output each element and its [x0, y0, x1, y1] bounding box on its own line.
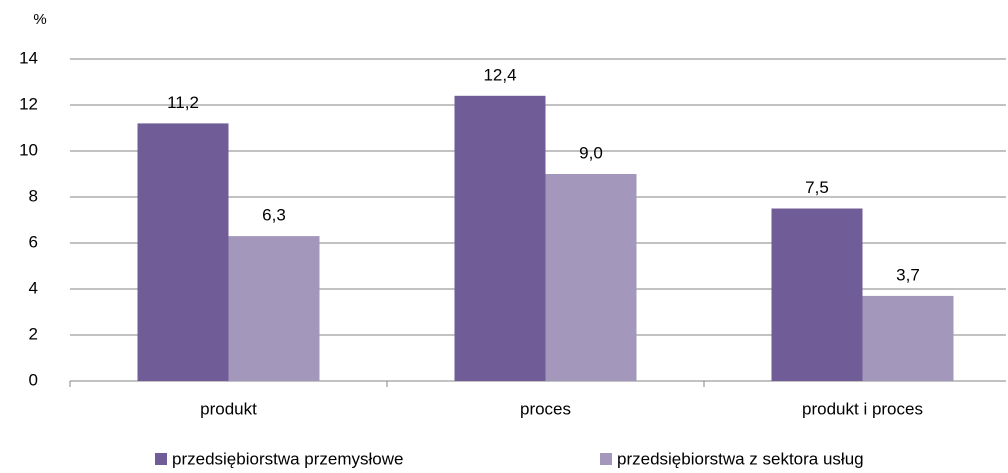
value-label: 11,2 [167, 93, 199, 112]
value-label: 6,3 [262, 206, 286, 225]
y-tick-label: 2 [29, 324, 38, 343]
value-label: 12,4 [483, 65, 516, 84]
bar [545, 174, 637, 381]
legend-swatch [155, 453, 167, 465]
y-tick-label: 4 [29, 278, 38, 297]
x-tick-label: produkt [200, 399, 257, 418]
value-label: 3,7 [896, 265, 920, 284]
value-label: 9,0 [579, 143, 603, 162]
x-tick-label: proces [520, 399, 571, 418]
y-tick-label: 6 [29, 232, 38, 251]
legend-label: przedsiębiorstwa z sektora usług [617, 449, 864, 468]
bar [771, 208, 863, 381]
legend-label: przedsiębiorstwa przemysłowe [172, 449, 403, 468]
y-tick-label: 12 [19, 94, 38, 113]
value-label: 7,5 [805, 178, 829, 197]
y-tick-label: 14 [19, 48, 38, 67]
y-axis-label: % [33, 11, 46, 28]
y-tick-label: 8 [29, 186, 38, 205]
bar [228, 236, 320, 381]
legend-swatch [600, 453, 612, 465]
y-tick-label: 0 [29, 370, 38, 389]
bar [862, 295, 954, 381]
bar [454, 95, 546, 382]
x-tick-label: produkt i proces [802, 399, 923, 418]
y-tick-label: 10 [19, 140, 38, 159]
bar [137, 123, 229, 382]
